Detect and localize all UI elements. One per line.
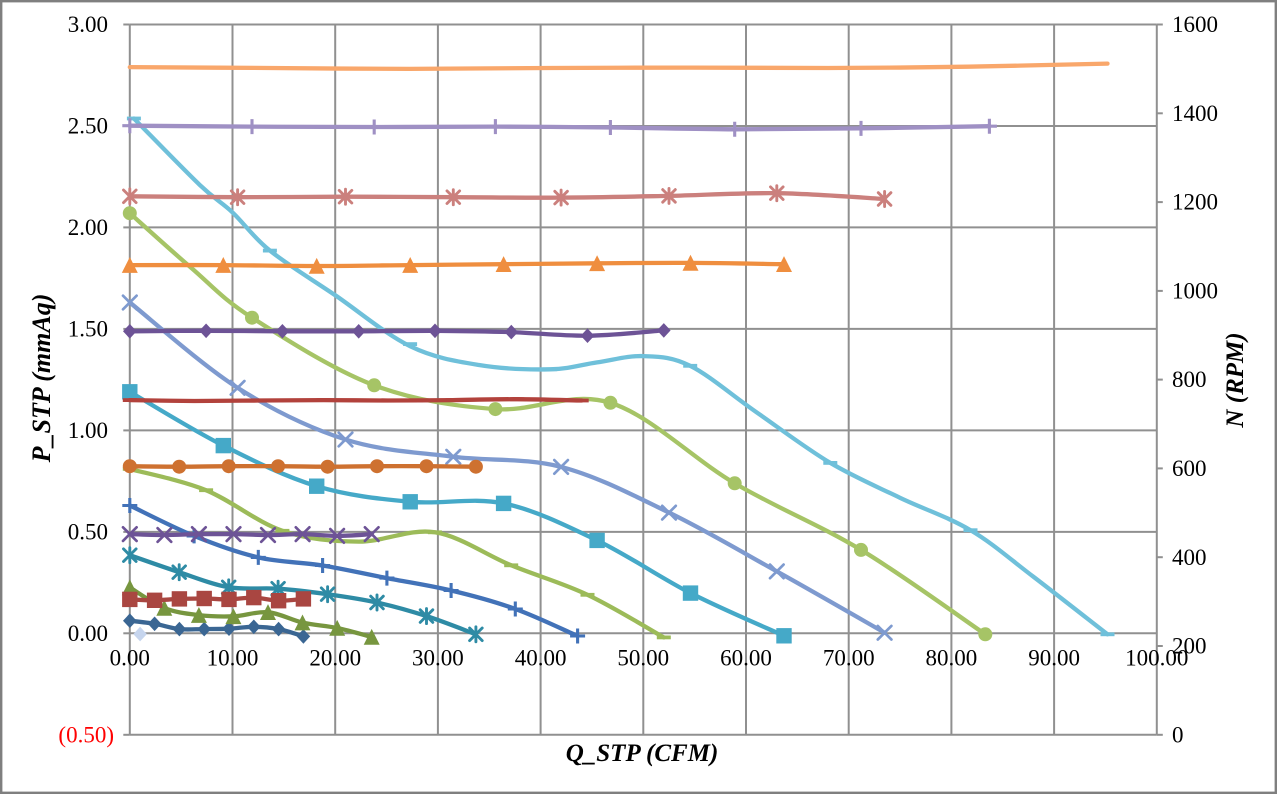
svg-text:1.50: 1.50: [68, 317, 108, 342]
svg-text:1600: 1600: [1172, 12, 1218, 37]
svg-text:70.00: 70.00: [823, 646, 875, 671]
svg-text:400: 400: [1172, 545, 1207, 570]
svg-text:0.50: 0.50: [68, 520, 108, 545]
svg-text:2.00: 2.00: [68, 215, 108, 240]
svg-text:Q_STP (CFM): Q_STP (CFM): [566, 740, 719, 767]
svg-text:30.00: 30.00: [412, 646, 464, 671]
svg-text:100.00: 100.00: [1125, 646, 1188, 671]
svg-text:1400: 1400: [1172, 101, 1218, 126]
svg-text:1200: 1200: [1172, 190, 1218, 215]
svg-text:40.00: 40.00: [515, 646, 567, 671]
svg-text:50.00: 50.00: [617, 646, 669, 671]
svg-text:800: 800: [1172, 367, 1207, 392]
svg-text:0: 0: [1172, 722, 1184, 747]
svg-text:80.00: 80.00: [926, 646, 978, 671]
svg-text:0.00: 0.00: [110, 646, 150, 671]
svg-text:10.00: 10.00: [207, 646, 259, 671]
svg-text:20.00: 20.00: [309, 646, 361, 671]
svg-text:1000: 1000: [1172, 279, 1218, 304]
svg-text:90.00: 90.00: [1028, 646, 1080, 671]
svg-text:200: 200: [1172, 634, 1207, 659]
svg-text:3.00: 3.00: [68, 12, 108, 37]
svg-text:(0.50): (0.50): [58, 722, 114, 747]
svg-text:60.00: 60.00: [720, 646, 772, 671]
svg-text:600: 600: [1172, 456, 1207, 481]
svg-text:1.00: 1.00: [68, 418, 108, 443]
svg-text:N (RPM): N (RPM): [1222, 332, 1249, 428]
svg-text:2.50: 2.50: [68, 114, 108, 139]
svg-text:P_STP (mmAq): P_STP (mmAq): [27, 294, 56, 464]
svg-text:0.00: 0.00: [68, 621, 108, 646]
